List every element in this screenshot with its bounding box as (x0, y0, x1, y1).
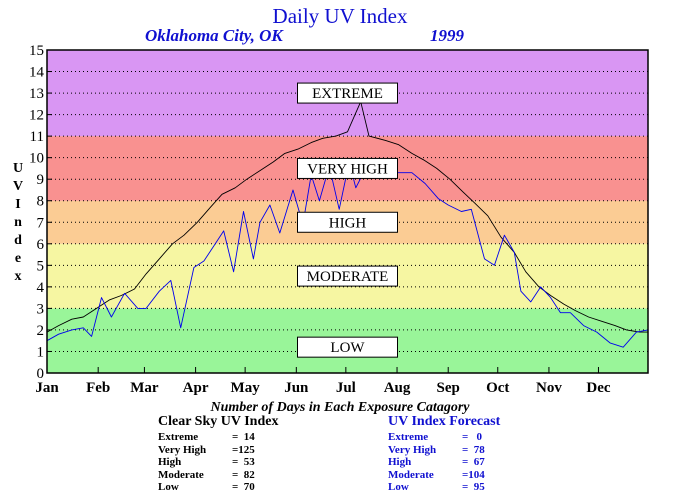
band-label-text: LOW (330, 340, 365, 356)
y-tick-label: 13 (29, 86, 44, 102)
y-tick-label: 11 (30, 129, 44, 145)
band-label-text: MODERATE (307, 269, 389, 285)
stats-row: Moderate =104 (388, 469, 485, 482)
x-tick-label: Apr (183, 380, 209, 396)
band-label-box (297, 336, 398, 358)
chart-title: Daily UV Index (272, 4, 408, 28)
forecast-stats: UV Index Forecast Extreme = 0 Very High = … (388, 414, 500, 494)
forecast-stats-table: Extreme = 0 Very High = 78 High = 67 Modera… (388, 431, 485, 494)
stat-value: = 67 (462, 456, 485, 468)
x-tick-label: Oct (486, 380, 509, 396)
stat-label: High (158, 456, 182, 468)
stats-row: Extreme = 14 (158, 431, 255, 444)
band-label-box (297, 82, 398, 104)
x-tick-label: Jul (336, 380, 356, 396)
y-tick-label: 8 (37, 194, 45, 210)
y-tick-label: 3 (37, 301, 45, 317)
stat-label: Very High (388, 443, 437, 456)
stats-row: Low = 95 (388, 481, 485, 494)
band-label-moderate: MODERATE (297, 265, 398, 287)
chart-subtitle-year: 1999 (430, 26, 464, 45)
x-tick-label: Dec (586, 380, 610, 396)
clear-sky-stats-table: Extreme = 14 Very High =125 High = 53 Moder… (158, 431, 255, 494)
data-series (46, 101, 649, 348)
stat-label: Low (158, 481, 179, 493)
y-tick-label: 0 (37, 366, 45, 382)
days-caption: Number of Days in Each Exposure Catagory (210, 400, 470, 415)
x-tick-label: Jun (284, 380, 309, 396)
stat-value: =104 (462, 468, 485, 481)
band-label-box (297, 265, 398, 287)
y-tick-label: 9 (37, 172, 45, 188)
band-label-box (297, 211, 398, 233)
x-tick-label: Mar (130, 380, 159, 396)
stat-value: = 70 (232, 481, 255, 493)
y-tick-label: 1 (37, 344, 45, 360)
band-label-text: VERY HIGH (307, 161, 388, 177)
y-tick-label: 6 (37, 237, 45, 253)
stat-label: Extreme (388, 431, 429, 443)
series-line-uv-index-forecast (46, 161, 649, 348)
stat-value: = 53 (232, 456, 255, 468)
stat-value: = 14 (232, 431, 255, 443)
gridlines (47, 71, 648, 352)
band-label-low: LOW (297, 336, 398, 358)
y-tick-label: 10 (29, 151, 44, 167)
y-tick-label: 12 (29, 108, 44, 124)
y-tick-label: 7 (37, 215, 45, 231)
stat-value: = 0 (462, 431, 483, 443)
band-label-high: HIGH (297, 211, 398, 233)
stat-label: Low (388, 481, 409, 493)
x-tick-label: Jan (35, 380, 59, 396)
x-tick-label: Nov (536, 380, 562, 396)
stat-value: = 78 (462, 443, 485, 456)
series-line-clear-sky-uv-index (46, 101, 648, 333)
band-labels: LOW MODERATE HIGH VERY HIGH EXTREME (297, 82, 398, 358)
stat-label: Very High (158, 443, 207, 456)
band-label-box (297, 157, 398, 179)
clear-sky-stats-title: Clear Sky UV Index (158, 414, 279, 429)
stats-row: Low = 70 (158, 481, 255, 494)
x-axis-ticks: Jan Feb Mar Apr May Jun Jul Aug Sep Oct Nov Dec (35, 367, 611, 396)
stat-label: Extreme (158, 431, 199, 443)
stat-label: Moderate (388, 468, 434, 481)
band-label-extreme: EXTREME (297, 82, 398, 104)
stat-label: High (388, 456, 412, 468)
x-tick-label: May (231, 380, 261, 396)
clear-sky-stats: Clear Sky UV Index Extreme = 14 Very High… (158, 414, 278, 494)
x-tick-label: Aug (384, 380, 411, 396)
y-tick-label: 14 (29, 65, 45, 81)
stat-value: =125 (232, 443, 255, 456)
chart-subtitle-location: Oklahoma City, OK (145, 26, 283, 45)
stats-row: Moderate = 82 (158, 469, 255, 482)
band-label-text: HIGH (329, 215, 367, 231)
stat-value: = 82 (232, 468, 255, 481)
y-tick-label: 15 (29, 43, 44, 59)
band-label-very-high: VERY HIGH (297, 157, 398, 179)
stats-row: Very High =125 (158, 444, 255, 457)
stats-row: High = 67 (388, 456, 485, 469)
plot-frame (46, 49, 649, 374)
y-tick-label: 2 (37, 323, 45, 339)
stats-row: Very High = 78 (388, 444, 485, 457)
stat-value: = 95 (462, 481, 485, 493)
x-tick-label: Sep (437, 380, 460, 396)
stats-row: High = 53 (158, 456, 255, 469)
y-axis-label: UV Index (12, 161, 24, 284)
stat-label: Moderate (158, 468, 204, 481)
forecast-stats-title: UV Index Forecast (388, 414, 501, 429)
stats-row: Extreme = 0 (388, 431, 485, 444)
y-tick-label: 4 (37, 280, 45, 296)
x-tick-label: Feb (86, 380, 110, 396)
band-label-text: EXTREME (312, 86, 383, 102)
y-tick-label: 5 (37, 258, 45, 274)
